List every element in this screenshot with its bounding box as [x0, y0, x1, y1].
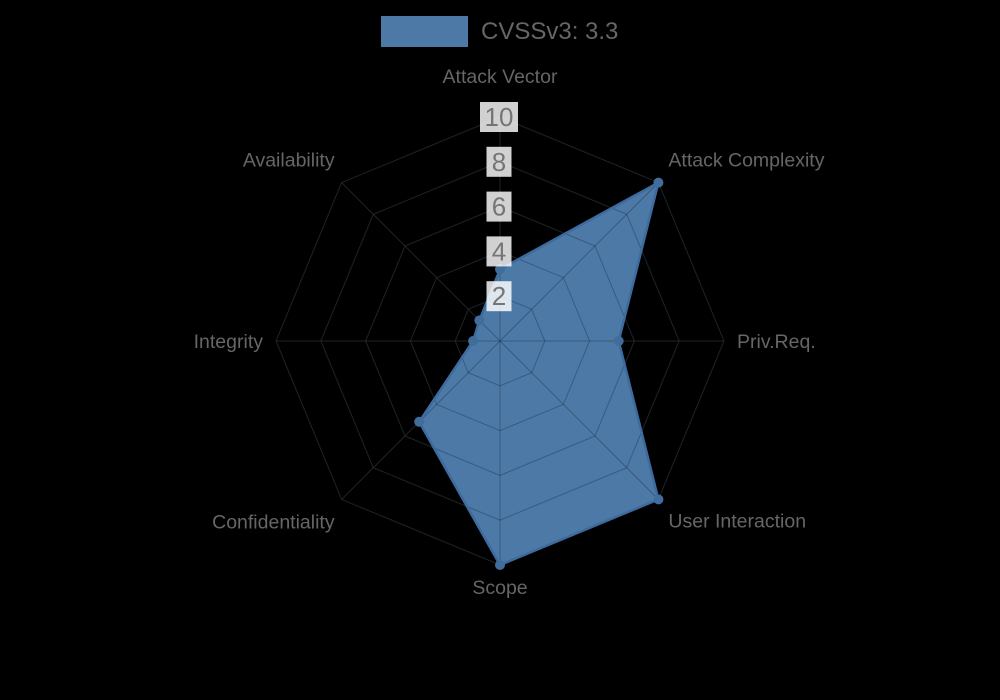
data-point-marker: [653, 177, 664, 188]
data-point-marker: [495, 560, 505, 570]
grid-ring: [454, 295, 546, 387]
axis-label-confidentiality: Confidentiality: [212, 511, 335, 533]
axis-label-availability: Availability: [243, 150, 335, 172]
axis-label-integrity: Integrity: [194, 331, 264, 353]
data-point-marker: [495, 264, 505, 275]
tick-label-box: [486, 281, 512, 312]
grid-ring: [320, 161, 680, 521]
tick-label-text: 6: [492, 192, 506, 222]
tick-label-text: 4: [492, 236, 506, 266]
tick-label-box: [486, 236, 512, 267]
axis-label-attack-vector: Attack Vector: [443, 66, 558, 88]
axis-label-scope: Scope: [472, 577, 527, 599]
grid-ring: [409, 250, 591, 432]
grid-ring: [365, 206, 635, 476]
tick-label-text: 8: [492, 147, 506, 177]
data-point-marker: [414, 416, 425, 427]
tick-label: 2: [486, 281, 512, 312]
data-point-marker: [468, 336, 479, 346]
tick-label-text: 10: [485, 102, 514, 132]
data-point-marker: [653, 494, 664, 505]
tick-label-box: [486, 146, 512, 177]
axis-label-priv-req: Priv.Req.: [737, 331, 816, 353]
tick-label-box: [486, 191, 512, 222]
grid-spoke: [341, 182, 501, 342]
tick-label: 6: [486, 191, 512, 222]
tick-label: 10: [480, 102, 518, 132]
legend-label: CVSSv3: 3.3: [481, 17, 619, 45]
data-polygon-fill: [419, 182, 659, 565]
axis-label-attack-complexity: Attack Complexity: [668, 150, 824, 172]
tick-label: 4: [486, 236, 512, 267]
tick-label: 8: [486, 146, 512, 177]
grid-spoke: [341, 182, 501, 342]
tick-label-text: 2: [492, 281, 506, 311]
axis-label-user-interaction: User Interaction: [668, 510, 806, 532]
grid-spoke: [499, 182, 659, 342]
grid-spoke: [499, 340, 659, 500]
data-point-marker: [613, 336, 624, 346]
tick-label-box: [480, 102, 518, 132]
data-point-marker: [474, 315, 485, 326]
chart-legend: CVSSv3: 3.3: [381, 16, 618, 47]
legend-swatch: [381, 16, 468, 47]
